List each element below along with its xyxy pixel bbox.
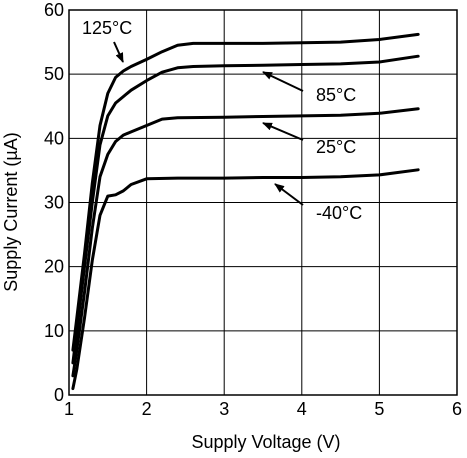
y-tick-label: 40: [44, 128, 64, 148]
series-line: [71, 107, 420, 378]
annotation-label: 125°C: [82, 18, 132, 38]
x-tick-labels: 1 2 3 4 5 6: [64, 399, 462, 419]
y-tick-labels: 0 10 20 30 40 50 60: [44, 0, 64, 405]
y-axis-label: Supply Current (µA): [1, 132, 21, 291]
y-tick-label: 60: [44, 0, 64, 20]
annotation-label: -40°C: [316, 203, 362, 223]
x-tick-label: 5: [374, 399, 384, 419]
plot-frame: [68, 9, 458, 396]
annotation-arrow: [113, 41, 124, 63]
series-lines: [71, 32, 420, 391]
annotation-arrow: [274, 183, 304, 206]
annotation-label: 85°C: [316, 85, 356, 105]
series-line: [71, 168, 420, 391]
x-tick-label: 6: [452, 399, 462, 419]
y-tick-label: 30: [44, 193, 64, 213]
x-tick-label: 3: [219, 399, 229, 419]
annotation-label: 25°C: [316, 137, 356, 157]
annotations: 125°C 85°C 25°C -40°C: [82, 18, 362, 223]
x-tick-label: 4: [297, 399, 307, 419]
series-line: [71, 54, 420, 365]
series-line: [71, 32, 420, 352]
y-tick-label: 10: [44, 321, 64, 341]
y-tick-label: 0: [54, 385, 64, 405]
x-axis-label: Supply Voltage (V): [191, 432, 340, 452]
x-tick-label: 1: [64, 399, 74, 419]
x-tick-label: 2: [142, 399, 152, 419]
y-tick-label: 50: [44, 64, 64, 84]
annotation-arrow: [262, 71, 304, 92]
annotation-arrow: [262, 122, 304, 141]
y-tick-label: 20: [44, 257, 64, 277]
